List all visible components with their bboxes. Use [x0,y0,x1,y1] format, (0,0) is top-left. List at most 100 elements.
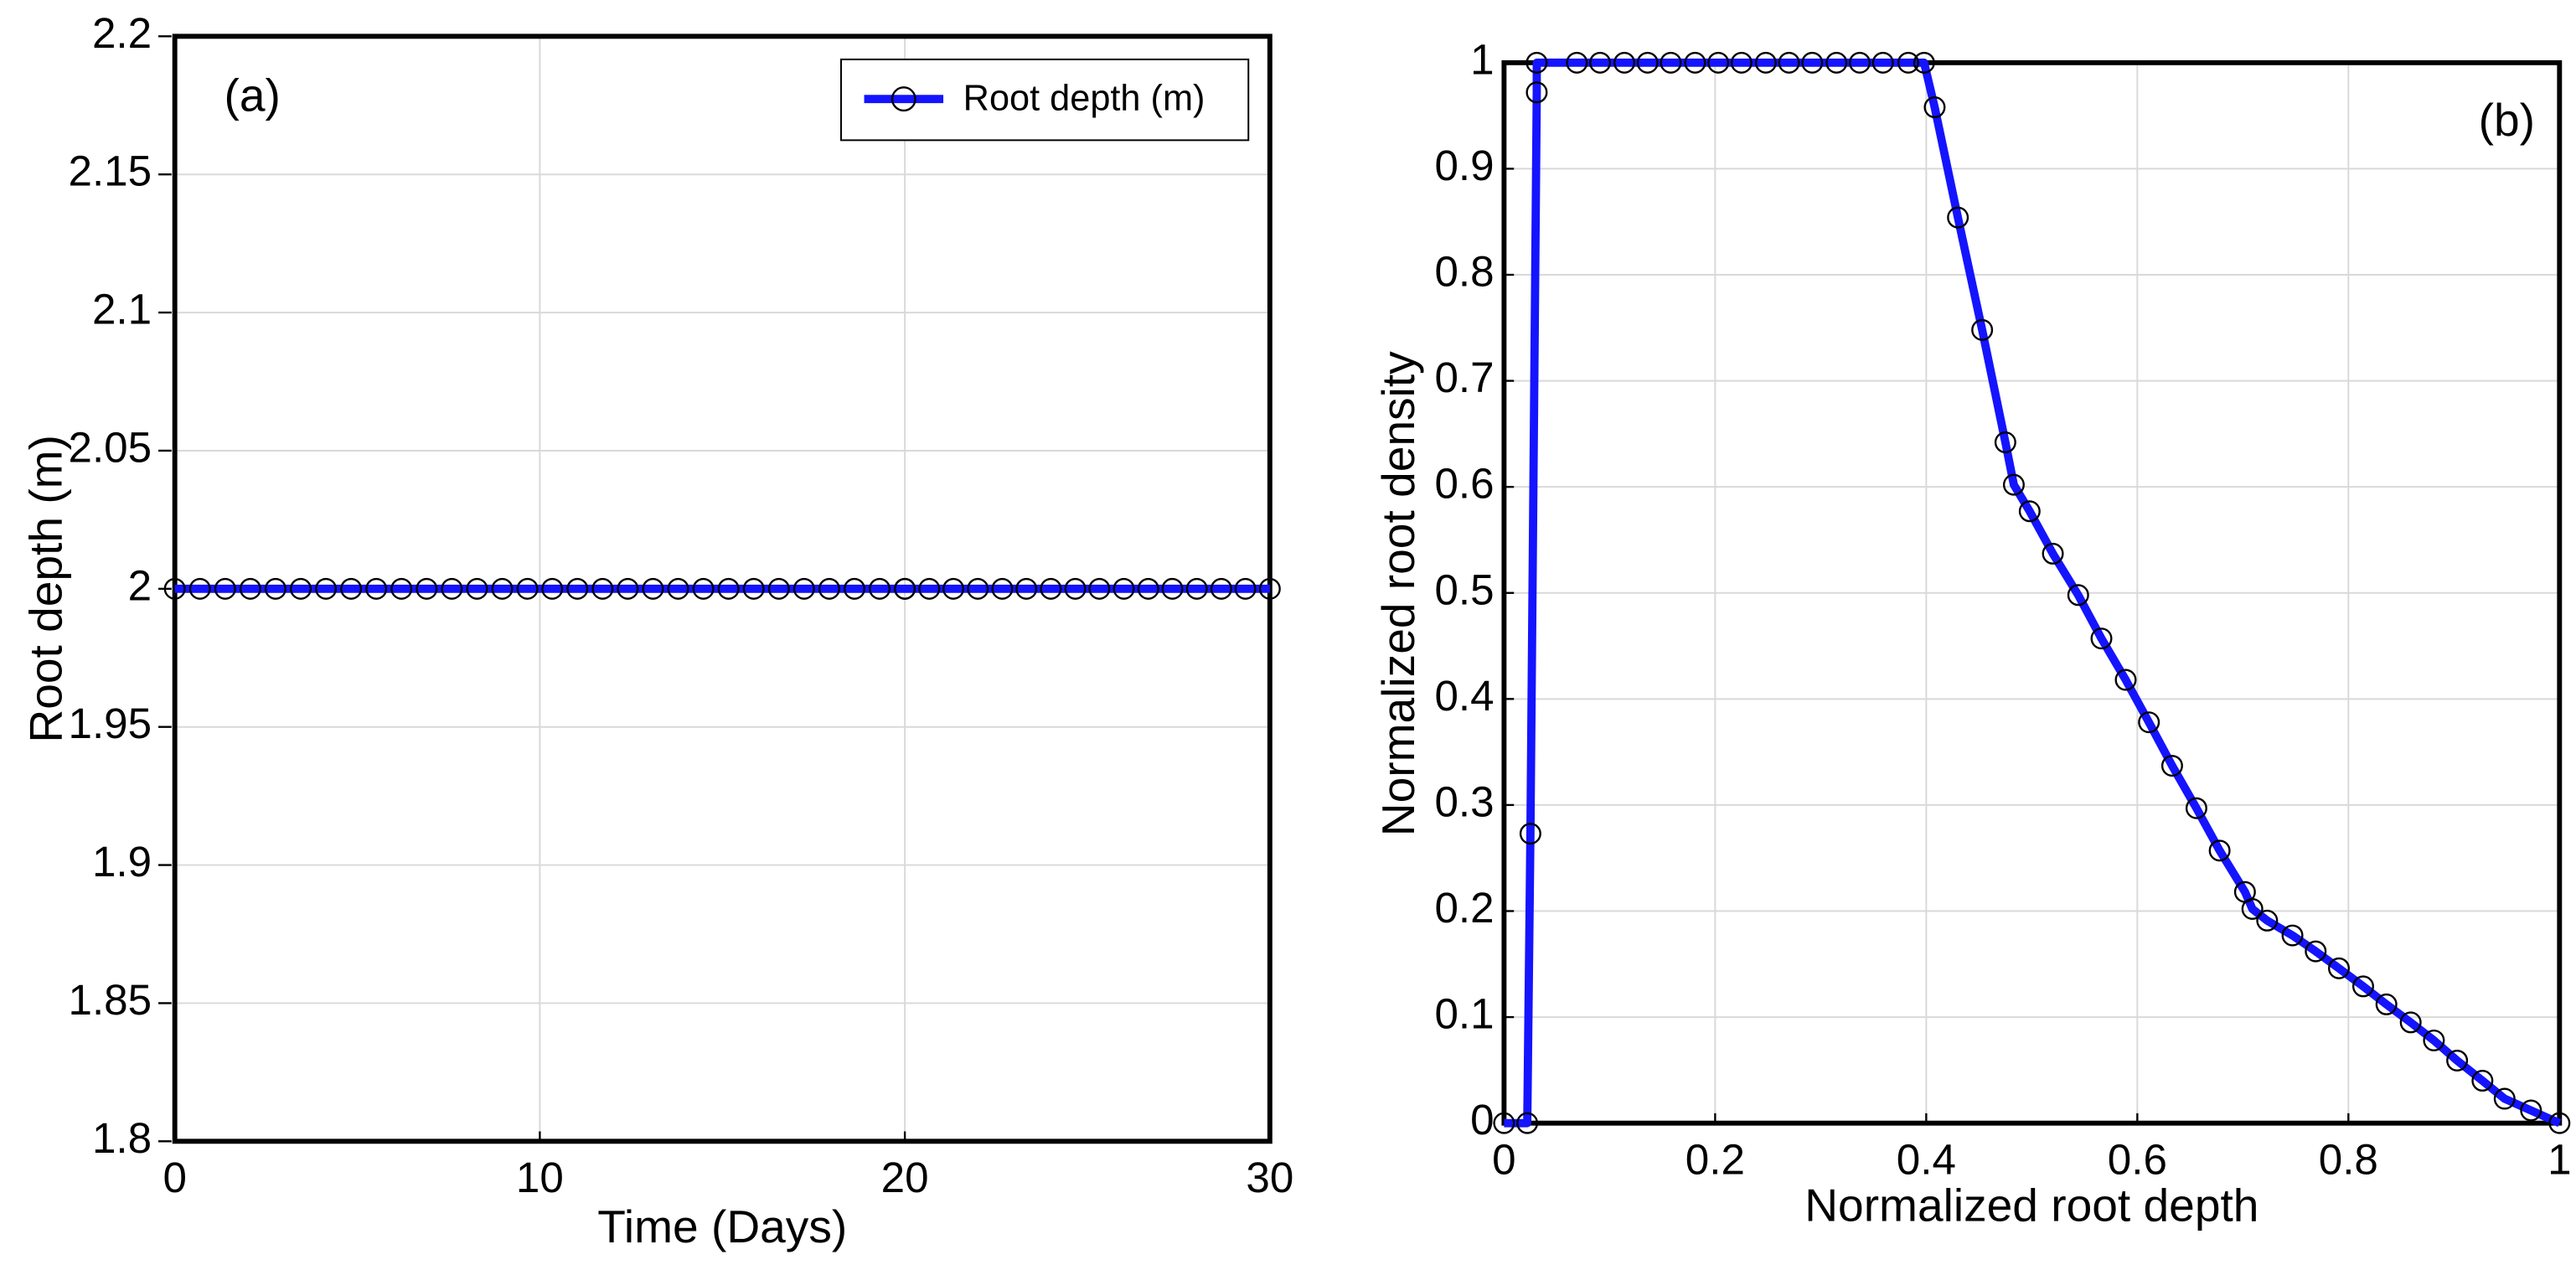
data-point [290,577,312,600]
data-point [2067,584,2089,607]
data-point [1613,51,1636,74]
data-point [843,577,865,600]
data-point [1525,81,1548,104]
data-point [2305,940,2327,963]
data-point [1088,577,1111,600]
x-tick-label: 0.8 [2319,1135,2378,1183]
data-point [1519,823,1541,845]
y-tick-label: 0.1 [1434,990,1494,1038]
data-point [340,577,363,600]
x-tick-label: 30 [1246,1154,1293,1201]
data-point [2471,1070,2494,1092]
data-point [239,577,261,600]
y-axis-label: Normalized root density [1372,351,1424,836]
y-tick-label: 0.5 [1434,565,1494,613]
y-tick-label: 0.6 [1434,460,1494,508]
data-point [1871,51,1894,74]
data-point [2185,797,2207,819]
data-point [566,577,589,600]
data-point [1994,431,2016,453]
data-point [2423,1029,2445,1051]
data-point [1112,577,1135,600]
data-point [667,577,689,600]
y-tick-label: 2 [128,561,152,609]
y-tick-label: 2.05 [69,423,152,471]
data-point [1913,51,1935,74]
data-point [967,577,989,600]
y-tick-label: 1.9 [92,838,152,886]
y-tick-label: 0.3 [1434,777,1494,825]
data-point [466,577,488,600]
data-point [617,577,639,600]
y-tick-label: 1 [1470,35,1494,83]
data-point [2018,500,2041,523]
data-point [818,577,840,600]
data-point [1258,577,1281,600]
y-tick-label: 1.85 [69,976,152,1024]
data-point [1493,1112,1515,1134]
data-point [1516,1112,1539,1134]
data-point [1636,51,1659,74]
data-point [1210,577,1232,600]
data-point [2493,1087,2516,1110]
data-point [642,577,664,600]
data-point [1848,51,1871,74]
data-point [2090,627,2113,650]
data-point [2241,897,2264,920]
data-point [1730,51,1753,74]
data-point [1064,577,1087,600]
data-point [516,577,539,600]
data-point [188,577,211,600]
x-axis-label: Normalized root depth [1804,1180,2259,1231]
data-point [894,577,916,600]
data-point [2002,473,2025,496]
data-line [1504,58,2562,1128]
data-point [591,577,614,600]
x-tick-label: 0 [163,1154,186,1201]
data-point [942,577,965,600]
data-point [1660,51,1682,74]
data-point [1825,51,1848,74]
data-point [1589,51,1612,74]
data-point [1971,318,1994,341]
legend-marker [891,86,916,112]
data-point [1161,577,1184,600]
data-point [1801,51,1824,74]
data-point [2160,755,2183,777]
data-point [1185,577,1208,600]
data-point [315,577,338,600]
data-point [1525,51,1548,74]
data-point [1923,96,1946,118]
data-point [2446,1049,2469,1071]
data-point [1707,51,1730,74]
data-point [416,577,438,600]
y-axis-label: Root depth (m) [20,435,72,743]
data-point [390,577,413,600]
data-point [2548,1112,2571,1134]
y-tick-label: 0.4 [1434,672,1494,720]
x-tick-label: 0.6 [2108,1135,2167,1183]
x-tick-label: 0.2 [1685,1135,1745,1183]
data-point [441,577,463,600]
data-point [742,577,765,600]
data-point [365,577,388,600]
data-point [214,577,236,600]
data-point [2399,1011,2422,1034]
y-tick-label: 0.7 [1434,354,1494,401]
data-point [692,577,715,600]
y-tick-label: 2.2 [92,9,152,57]
data-point [264,577,287,600]
x-tick-label: 0 [1492,1135,1515,1183]
data-point [1778,51,1800,74]
y-tick-label: 1.8 [92,1114,152,1162]
data-point [2042,542,2064,565]
y-tick-label: 0.9 [1434,142,1494,189]
data-point [2114,669,2137,691]
data-point [2256,909,2279,932]
data-point [2281,924,2304,947]
data-point [163,577,186,600]
data-point [1137,577,1159,600]
x-tick-label: 1 [2548,1135,2571,1183]
y-tick-label: 2.15 [69,147,152,195]
